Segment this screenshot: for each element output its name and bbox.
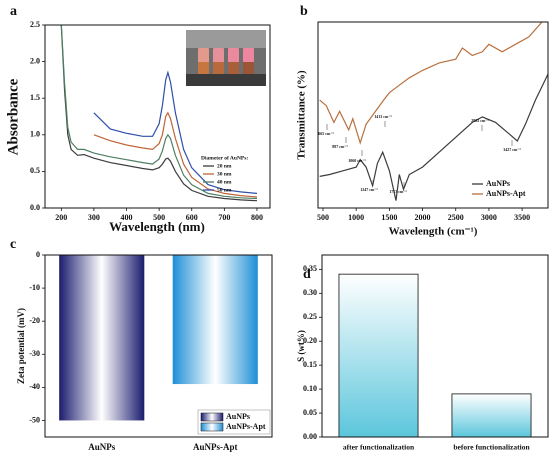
inset-photo: [186, 30, 266, 86]
photo-wall: [186, 30, 266, 48]
legend-title: Diameter of AuNPs:: [201, 155, 248, 161]
panel-label: d: [303, 267, 311, 282]
y-tick-label: 0.25: [303, 312, 317, 321]
series-line: [319, 73, 548, 201]
series-line: [60, 25, 258, 200]
annotation: 1060 cm⁻¹: [348, 158, 366, 163]
x-tick-label: before functionalization: [453, 443, 530, 452]
legend-label: 30 nm: [217, 171, 232, 177]
legend-label: AuNPs: [486, 179, 510, 188]
vial-liquid: [243, 62, 254, 74]
legend-label: 50 nm: [217, 187, 232, 193]
series-line: [93, 70, 258, 194]
y-tick-label: 2.0: [30, 56, 40, 65]
annotation: 2902 cm⁻¹: [471, 118, 489, 123]
legend-label: AuNPs: [226, 412, 250, 421]
y-tick-label: 0: [36, 250, 40, 259]
legend-label: AuNPs-Apt: [226, 422, 266, 431]
legend-label: AuNPs-Apt: [486, 189, 526, 198]
bar: [59, 255, 145, 421]
y-tick-label: 1.0: [30, 130, 40, 139]
x-axis-label: Wavelength (nm): [109, 219, 205, 234]
panel-label: b: [300, 4, 308, 19]
y-tick-label: 0.05: [303, 408, 317, 417]
plot-lines: [319, 22, 548, 201]
legend-swatch: [200, 412, 224, 422]
y-tick-label: 0.35: [303, 264, 317, 273]
x-tick-label: 500: [153, 213, 165, 222]
photo-table: [186, 74, 266, 86]
bar: [338, 273, 419, 438]
y-tick-label: 0.10: [303, 384, 317, 393]
x-tick-label: 1000: [348, 213, 364, 222]
x-tick-label: 700: [218, 213, 230, 222]
x-tick-label: 2000: [415, 213, 431, 222]
y-tick-label: 0.0: [30, 203, 40, 212]
x-tick-label: after functionalization: [343, 443, 415, 452]
x-tick-label: 400: [121, 213, 133, 222]
bar: [172, 255, 258, 385]
y-tick-label: -20: [29, 316, 40, 325]
y-tick-label: 0.5: [30, 166, 40, 175]
x-tick-label: 3000: [481, 213, 497, 222]
x-tick-label: 2500: [448, 213, 464, 222]
series-line: [319, 22, 543, 145]
y-tick-label: 0.00: [303, 432, 317, 441]
x-tick-label: 600: [186, 213, 198, 222]
x-tick-label: 500: [317, 213, 329, 222]
x-tick-label: 200: [55, 213, 67, 222]
plot-frame: [44, 254, 273, 438]
vial-liquid: [213, 62, 224, 74]
x-tick-label: AuNPs: [88, 442, 116, 452]
y-axis-label: Zeta potential (mV): [16, 308, 26, 384]
y-axis-label: Absorbance: [5, 78, 21, 155]
annotation: 3427 cm⁻¹: [503, 147, 521, 152]
vial-liquid: [228, 62, 239, 74]
legend-label: 40 nm: [217, 179, 232, 185]
legend-swatch: [200, 422, 224, 432]
annotation: 665 cm⁻¹: [318, 131, 334, 136]
y-tick-label: -30: [29, 349, 40, 358]
panel-label: c: [10, 237, 16, 252]
annotation: 1713 cm⁻¹: [389, 189, 407, 194]
y-tick-label: 2.5: [30, 20, 40, 29]
y-tick-label: 0.15: [303, 360, 317, 369]
plot-frame: [44, 24, 271, 209]
y-tick-label: 1.5: [30, 93, 40, 102]
x-tick-label: AuNPs-Apt: [193, 442, 238, 452]
y-tick-label: -10: [29, 283, 40, 292]
y-axis-label: S (wt%): [296, 330, 306, 362]
y-axis-label: Transmittance (%): [296, 70, 308, 160]
vial-liquid: [198, 62, 209, 74]
plot-lines: [60, 25, 258, 202]
y-tick-label: 0.30: [303, 288, 317, 297]
bar: [451, 393, 532, 438]
annotation: 887 cm⁻¹: [332, 144, 348, 149]
y-tick-label: 0.20: [303, 336, 317, 345]
panel-label: a: [10, 4, 17, 19]
legend-label: 20 nm: [217, 163, 232, 169]
x-axis-label: Wavelength (cm⁻¹): [389, 226, 478, 238]
x-tick-label: 800: [251, 213, 263, 222]
x-tick-label: 300: [88, 213, 100, 222]
annotation: 1247 cm⁻¹: [360, 187, 378, 192]
x-tick-label: 3500: [514, 213, 530, 222]
y-tick-label: -40: [29, 382, 40, 391]
annotation: 1413 cm⁻¹: [374, 114, 392, 119]
plot-frame: [317, 21, 549, 209]
x-tick-label: 1500: [381, 213, 397, 222]
plot-frame: [321, 254, 549, 438]
series-line: [60, 25, 258, 202]
y-tick-label: -50: [29, 415, 40, 424]
